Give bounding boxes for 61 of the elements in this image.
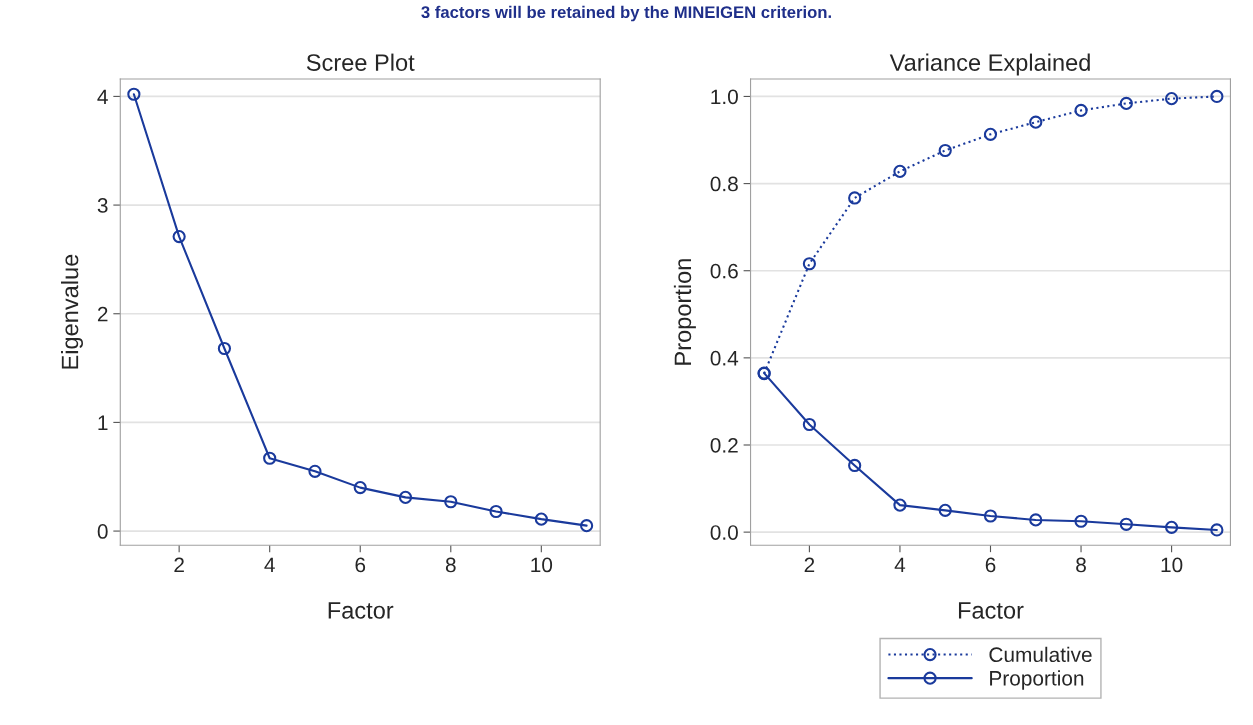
x-axis-title: Factor bbox=[328, 602, 394, 619]
y-tick-label: 1 bbox=[98, 415, 108, 430]
y-axis-title: Proportion bbox=[673, 259, 696, 365]
legend-label: Proportion bbox=[990, 670, 1084, 690]
chart-title: Scree Plot bbox=[306, 53, 415, 71]
y-tick-label: 0.4 bbox=[710, 350, 739, 366]
point bbox=[308, 464, 322, 478]
y-tick-label: 1.0 bbox=[711, 89, 738, 105]
point bbox=[848, 458, 862, 473]
x-tick-label: 8 bbox=[1076, 557, 1086, 573]
point bbox=[938, 503, 952, 517]
point bbox=[983, 127, 998, 141]
x-tick-label: 2 bbox=[174, 557, 184, 573]
point bbox=[802, 257, 816, 271]
y-tick-label: 0 bbox=[97, 524, 108, 539]
point bbox=[353, 481, 367, 495]
point bbox=[1074, 514, 1088, 528]
point bbox=[489, 504, 503, 519]
y-tick-label: 4 bbox=[97, 89, 108, 104]
point bbox=[893, 498, 907, 512]
point bbox=[217, 341, 232, 356]
point bbox=[1029, 513, 1043, 527]
point bbox=[938, 143, 952, 158]
point bbox=[893, 164, 907, 178]
point bbox=[580, 519, 594, 533]
y-tick-label: 2 bbox=[97, 306, 108, 322]
point bbox=[444, 495, 458, 509]
point bbox=[127, 87, 141, 101]
point bbox=[1074, 103, 1088, 117]
y-tick-label: 3 bbox=[97, 198, 108, 213]
point bbox=[1164, 520, 1179, 534]
x-tick-label: 8 bbox=[445, 557, 456, 573]
x-tick-label: 4 bbox=[264, 557, 275, 573]
point bbox=[1210, 523, 1224, 537]
x-tick-label: 6 bbox=[355, 557, 366, 573]
text: 3 factors will be retained by the MINEIGEN criterion. bbox=[421, 5, 831, 22]
x-tick-label: 4 bbox=[894, 557, 906, 573]
y-tick-label: 0.6 bbox=[710, 263, 738, 279]
y-tick-label: 0.8 bbox=[710, 176, 738, 192]
point bbox=[848, 191, 862, 205]
point bbox=[534, 512, 548, 526]
x-tick-label: 2 bbox=[804, 557, 815, 573]
point bbox=[983, 509, 998, 523]
point bbox=[1119, 517, 1133, 531]
x-axis-title: Factor bbox=[958, 602, 1024, 619]
x-tick-label: 10 bbox=[1161, 557, 1183, 573]
x-tick-label: 6 bbox=[985, 557, 996, 573]
chart-title: Variance Explained bbox=[889, 53, 1090, 76]
point bbox=[398, 490, 413, 504]
y-tick-label: 0.2 bbox=[710, 438, 738, 453]
point bbox=[172, 229, 186, 244]
point bbox=[263, 451, 277, 465]
legend-label: Cumulative bbox=[989, 646, 1092, 663]
point bbox=[1119, 96, 1133, 111]
y-tick-label: 0.0 bbox=[710, 525, 738, 540]
point bbox=[1029, 115, 1043, 129]
y-axis-title: Eigenvalue bbox=[61, 254, 84, 369]
x-tick-label: 10 bbox=[531, 557, 553, 573]
point bbox=[1164, 92, 1179, 106]
point bbox=[1210, 89, 1224, 104]
point bbox=[802, 417, 816, 432]
